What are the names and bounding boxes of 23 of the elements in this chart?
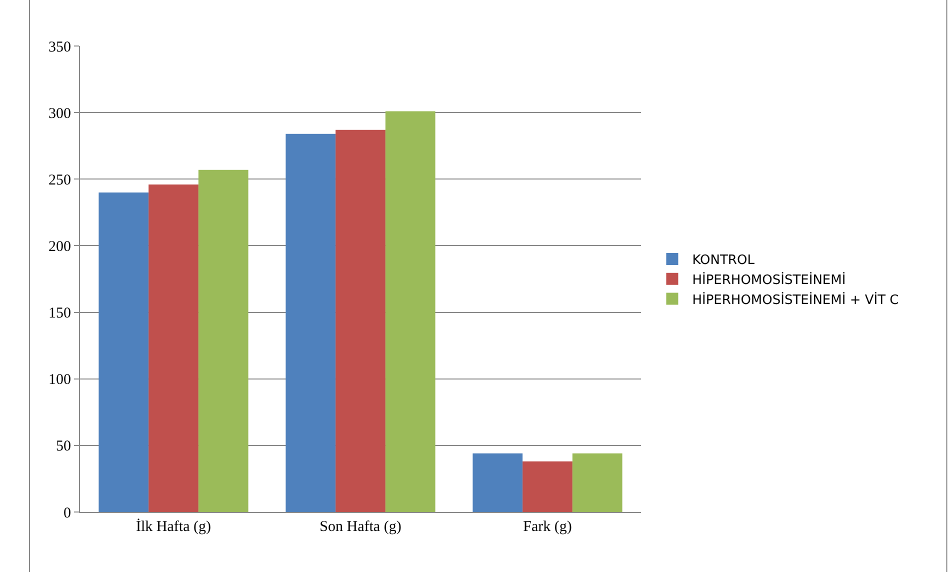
y-tick-label: 200 <box>48 238 71 255</box>
legend-label: HİPERHOMOSİSTEİNEMİ <box>692 272 846 288</box>
x-tick-label: Fark (g) <box>523 519 572 535</box>
y-tick-label: 0 <box>64 505 71 522</box>
bar <box>98 192 149 512</box>
bar <box>572 453 622 512</box>
y-tick-label: 350 <box>48 39 71 56</box>
y-tick-label: 50 <box>56 438 71 455</box>
bar <box>286 134 336 512</box>
bar <box>522 461 572 512</box>
legend-label: KONTROL <box>692 253 756 268</box>
bar <box>385 111 436 512</box>
y-tick-label: 300 <box>48 106 71 122</box>
x-tick-label: Son Hafta (g) <box>320 519 402 535</box>
bar <box>198 170 248 512</box>
y-tick-label: 250 <box>48 172 71 188</box>
legend-label: HİPERHOMOSİSTEİNEMİ + VİT C <box>692 292 899 308</box>
bar <box>336 130 386 512</box>
x-tick-label: İlk Hafta (g) <box>136 518 211 535</box>
y-tick-label: 150 <box>48 306 71 322</box>
bar <box>148 184 198 512</box>
y-tick-label: 100 <box>48 372 71 388</box>
bar <box>472 453 523 512</box>
